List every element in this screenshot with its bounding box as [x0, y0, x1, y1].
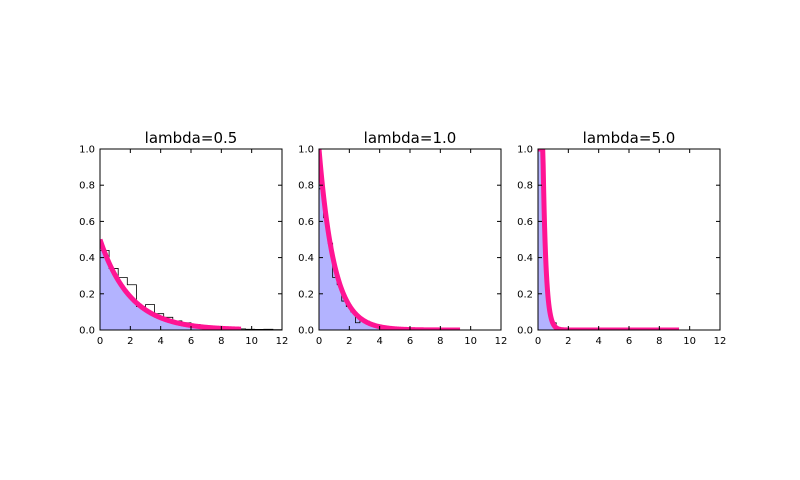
- x-tick-label: 6: [407, 336, 413, 347]
- chart-title: lambda=5.0: [583, 129, 676, 147]
- x-tick-label: 2: [346, 336, 352, 347]
- x-tick-label: 4: [376, 336, 382, 347]
- x-tick-label: 8: [656, 336, 662, 347]
- axes-background: [319, 149, 501, 330]
- y-tick-label: 0.8: [79, 181, 95, 192]
- y-tick-label: 0.4: [517, 253, 533, 264]
- x-tick-label: 10: [464, 336, 477, 347]
- x-tick-label: 0: [97, 336, 103, 347]
- y-tick-label: 0.4: [298, 253, 314, 264]
- chart-title: lambda=1.0: [364, 129, 457, 147]
- x-tick-label: 4: [157, 336, 163, 347]
- x-tick-label: 10: [245, 336, 258, 347]
- x-tick-label: 2: [127, 336, 133, 347]
- x-tick-label: 2: [565, 336, 571, 347]
- y-tick-label: 0.2: [517, 289, 533, 300]
- pdf-area: [100, 239, 242, 330]
- y-tick-label: 0.0: [298, 326, 314, 337]
- x-tick-label: 8: [437, 336, 443, 347]
- y-tick-label: 0.8: [517, 181, 533, 192]
- y-tick-label: 0.0: [79, 326, 95, 337]
- x-tick-label: 10: [683, 336, 696, 347]
- y-tick-label: 1.0: [517, 145, 533, 156]
- subplot-0: 0 2 4 6 8 10 12 0.0 0.2 0.4 0.6 0.8 1.0 lambda=0.5: [79, 129, 288, 347]
- y-tick-label: 1.0: [79, 145, 95, 156]
- y-tick-label: 1.0: [298, 145, 314, 156]
- subplot-1: 0 2 4 6 8 10 12 0.0 0.2 0.4 0.6 0.8 1.0 lambda=1.0: [298, 129, 507, 347]
- x-tick-label: 12: [276, 336, 289, 347]
- y-tick-label: 0.6: [298, 217, 314, 228]
- x-tick-label: 12: [714, 336, 727, 347]
- x-tick-label: 0: [316, 336, 322, 347]
- chart-title: lambda=0.5: [145, 129, 238, 147]
- pdf-area: [319, 149, 461, 330]
- y-tick-label: 0.0: [517, 326, 533, 337]
- axes-background: [538, 149, 720, 330]
- x-tick-label: 6: [188, 336, 194, 347]
- y-tick-label: 0.4: [79, 253, 95, 264]
- y-tick-label: 0.8: [298, 181, 314, 192]
- y-tick-label: 0.6: [517, 217, 533, 228]
- x-tick-label: 12: [495, 336, 508, 347]
- x-tick-label: 8: [218, 336, 224, 347]
- x-tick-label: 4: [595, 336, 601, 347]
- plot-area: [100, 238, 282, 330]
- y-tick-label: 0.2: [298, 289, 314, 300]
- subplot-2: 0 2 4 6 8 10 12 0.0 0.2 0.4 0.6 0.8 1.0 lambda=5.0: [517, 129, 726, 347]
- y-tick-label: 0.6: [79, 217, 95, 228]
- pdf-curve: [100, 238, 244, 330]
- x-tick-label: 6: [626, 336, 632, 347]
- y-tick-label: 0.2: [79, 289, 95, 300]
- x-tick-label: 0: [535, 336, 541, 347]
